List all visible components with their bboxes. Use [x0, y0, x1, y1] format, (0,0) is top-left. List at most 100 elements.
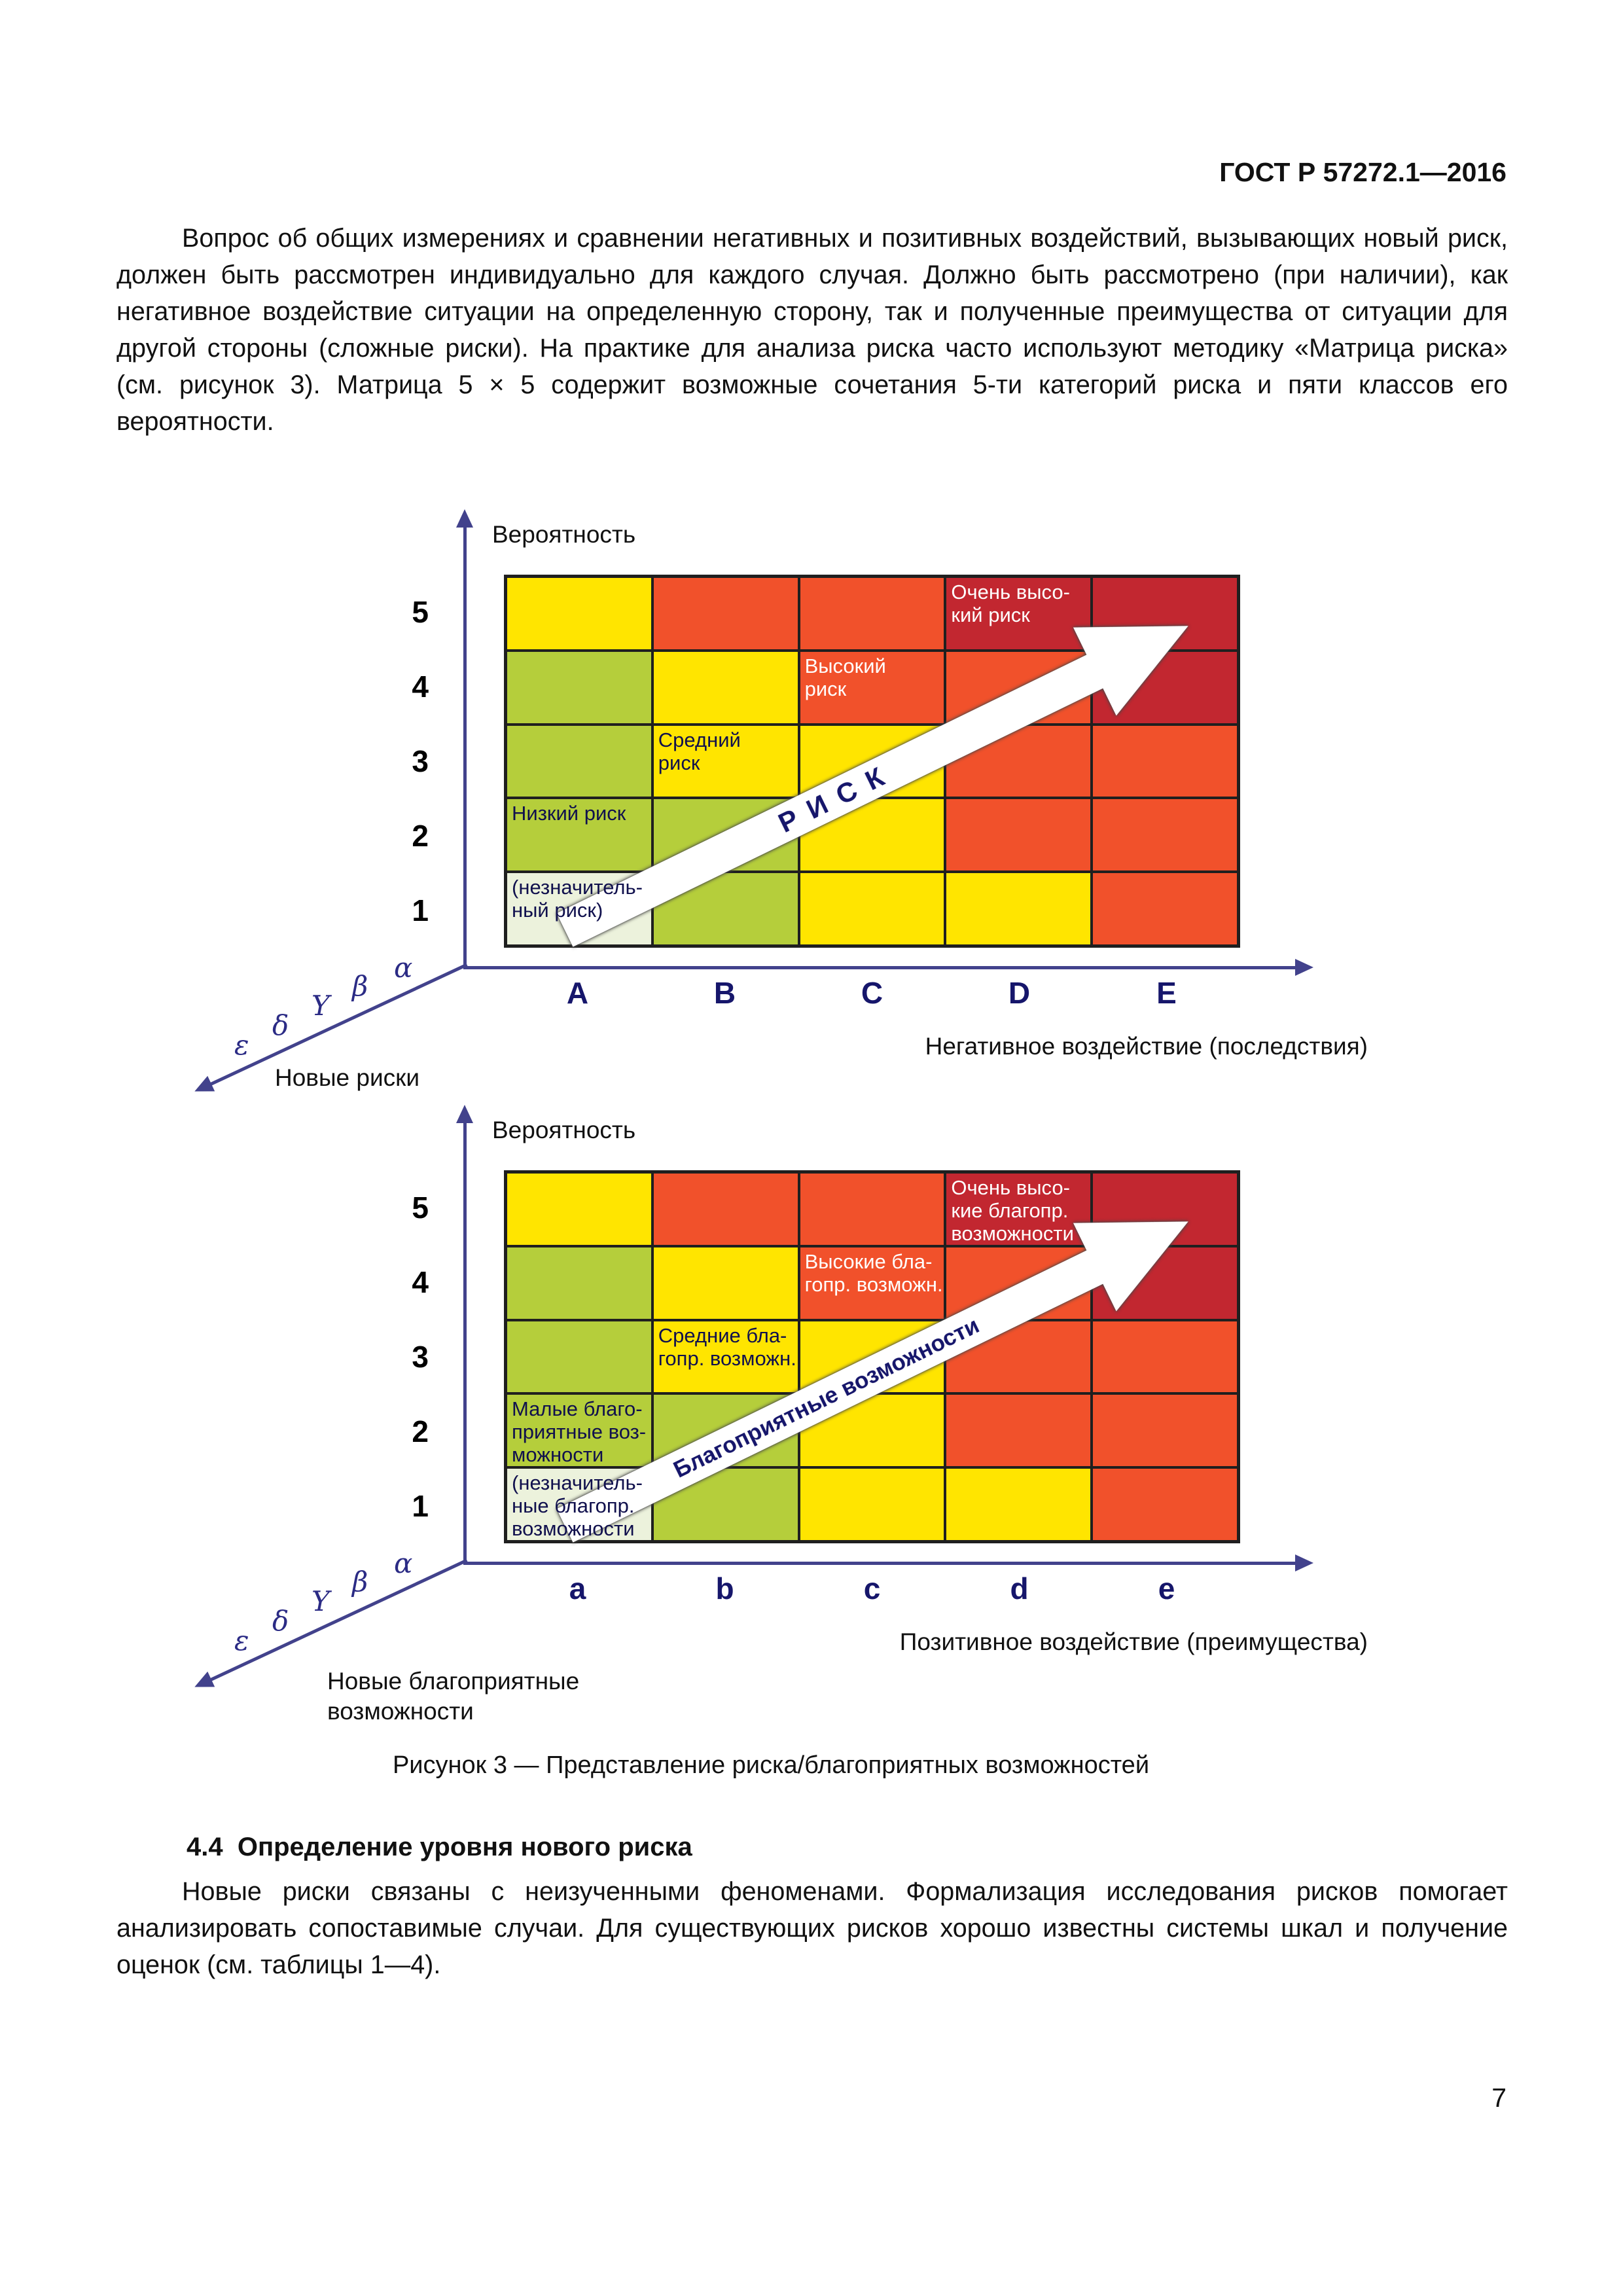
- matrix-cell: [945, 1467, 1092, 1541]
- row-label: 2: [412, 1414, 429, 1448]
- col-label: B: [713, 976, 736, 1010]
- matrix-cell: [1092, 1393, 1238, 1468]
- matrix-cell: [506, 724, 652, 798]
- arrowhead-diagonal-icon: [190, 1075, 215, 1100]
- opportunity-matrix-figure: Вероятность 5 4 3 2 1 Благоприятные возможно…: [98, 1105, 1505, 1746]
- matrix-cell: (незначитель- ные благопр. возможности: [506, 1467, 652, 1541]
- matrix-cell: Очень высо- кие благопр. возможности: [945, 1172, 1092, 1246]
- diagonal-axis-caption: Новые благоприятные возможности: [327, 1668, 580, 1725]
- document-header: ГОСТ Р 57272.1—2016: [1219, 157, 1507, 187]
- cell-label: Высокий риск: [804, 654, 886, 700]
- y-axis: [456, 1105, 473, 1563]
- opportunity-matrix-grid: Благоприятные возможности Очень высо- ки…: [504, 1170, 1240, 1543]
- matrix-cell: [945, 1393, 1092, 1468]
- matrix-cell: Высокие бла- гопр. возможн.: [798, 1246, 946, 1320]
- greek-axis-label: ε: [234, 1624, 249, 1657]
- matrix-cell: [506, 1246, 652, 1320]
- matrix-cell: [798, 577, 946, 651]
- cell-label: Средний риск: [658, 728, 741, 774]
- greek-axis-label: Y: [312, 990, 330, 1022]
- arrowhead-diagonal-icon: [190, 1671, 215, 1695]
- col-label: c: [863, 1571, 881, 1605]
- matrix-cell: [798, 1172, 946, 1246]
- matrix-cell: [506, 1319, 652, 1394]
- row-label: 5: [412, 595, 429, 629]
- x-axis-caption: Негативное воздействие (последствия): [925, 1033, 1368, 1060]
- greek-axis-label: ε: [234, 1029, 249, 1061]
- paragraph-section-4-4: Новые риски связаны с неизученными феном…: [116, 1877, 1508, 1979]
- matrix-cell: [1092, 872, 1238, 946]
- greek-axis-label: β: [352, 970, 368, 1002]
- arrowhead-up-icon: [456, 1105, 473, 1123]
- matrix-cell: [945, 872, 1092, 946]
- probability-scale: 5 4 3 2 1: [350, 1170, 429, 1543]
- matrix-cell: Малые благо- приятные воз- можности: [506, 1393, 652, 1468]
- matrix-cell: [652, 1246, 799, 1320]
- greek-axis-label: α: [394, 1547, 413, 1579]
- x-axis: [463, 1554, 1313, 1571]
- benefit-scale: a b c d e: [504, 1571, 1240, 1606]
- impact-scale: A B C D E: [504, 975, 1240, 1011]
- cell-label: (незначитель- ные благопр. возможности: [512, 1471, 643, 1541]
- col-label: D: [1008, 976, 1031, 1010]
- matrix-cell: [506, 1172, 652, 1246]
- row-label: 1: [412, 1489, 429, 1523]
- greek-axis-label: β: [352, 1566, 368, 1598]
- diagonal-axis-caption: Новые риски: [275, 1064, 420, 1091]
- figure-caption: Рисунок 3 — Представление риска/благопри…: [392, 1751, 1150, 1779]
- cell-label: Высокие бла- гопр. возможн.: [804, 1249, 943, 1296]
- row-label: 5: [412, 1191, 429, 1225]
- col-label: C: [861, 976, 883, 1010]
- row-label: 1: [412, 893, 429, 927]
- greek-axis-label: α: [394, 952, 413, 984]
- greek-axis-label: Y: [312, 1585, 330, 1617]
- page-number: 7: [1491, 2083, 1507, 2113]
- row-label: 4: [412, 1265, 429, 1299]
- y-axis-label: Вероятность: [492, 521, 636, 548]
- row-label: 3: [412, 1340, 429, 1374]
- row-label: 4: [412, 670, 429, 704]
- matrix-cell: [652, 650, 799, 725]
- cell-label: Малые благо- приятные воз- можности: [512, 1397, 647, 1467]
- arrowhead-right-icon: [1295, 959, 1313, 976]
- matrix-cell: [652, 1172, 799, 1246]
- cell-label: (незначитель- ный риск): [512, 876, 643, 922]
- matrix-cell: [1092, 1319, 1238, 1394]
- arrowhead-right-icon: [1295, 1554, 1313, 1571]
- cell-label: Очень высо- кие благопр. возможности: [951, 1176, 1074, 1246]
- matrix-cell: [1092, 798, 1238, 872]
- matrix-cell: Средние бла- гопр. возможн.: [652, 1319, 799, 1394]
- x-axis: [463, 959, 1313, 976]
- diagonal-axis: [190, 1558, 468, 1695]
- section-heading-4-4: 4.4 Определение уровня нового риска: [187, 1833, 692, 1861]
- col-label: A: [566, 976, 589, 1010]
- risk-matrix-grid: Р И С К Очень высо- кий риск Высокий риск…: [504, 575, 1240, 948]
- col-label: E: [1156, 976, 1177, 1010]
- col-label: b: [715, 1571, 734, 1605]
- matrix-cell: [945, 798, 1092, 872]
- matrix-cell: [506, 577, 652, 651]
- matrix-cell: Средний риск: [652, 724, 799, 798]
- matrix-cell: [506, 650, 652, 725]
- matrix-cell: [798, 1467, 946, 1541]
- col-label: d: [1010, 1571, 1029, 1605]
- matrix-cell: [1092, 724, 1238, 798]
- cell-label: Средние бла- гопр. возможн.: [658, 1323, 796, 1370]
- arrowhead-up-icon: [456, 509, 473, 528]
- greek-axis-label: δ: [272, 1009, 289, 1041]
- matrix-cell: [1092, 1467, 1238, 1541]
- matrix-cell: [652, 577, 799, 651]
- y-axis-label: Вероятность: [492, 1117, 636, 1143]
- paragraph-intro: Вопрос об общих измерениях и сравнении н…: [116, 224, 1508, 436]
- col-label: a: [569, 1571, 586, 1605]
- cell-label: Низкий риск: [512, 802, 626, 825]
- greek-axis-label: δ: [272, 1605, 289, 1637]
- y-axis: [456, 509, 473, 967]
- matrix-cell: Низкий риск: [506, 798, 652, 872]
- row-label: 2: [412, 819, 429, 853]
- probability-scale: 5 4 3 2 1: [350, 575, 429, 948]
- matrix-cell: Высокий риск: [798, 650, 946, 725]
- matrix-cell: Очень высо- кий риск: [945, 577, 1092, 651]
